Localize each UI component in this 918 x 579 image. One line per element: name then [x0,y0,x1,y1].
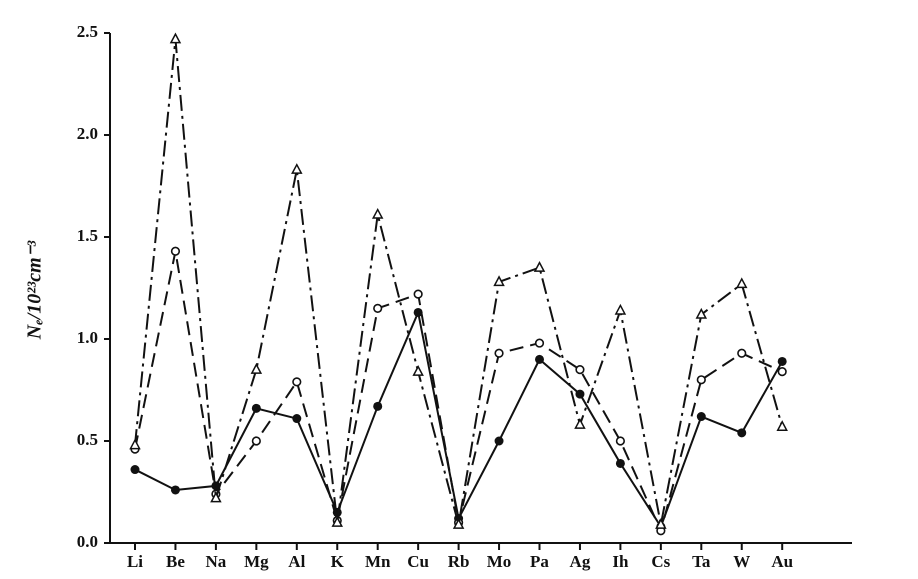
x-tick-label: Ta [692,552,711,571]
point [129,438,141,450]
point [169,32,182,44]
point [331,515,343,527]
point [250,362,263,374]
x-tick-label: Mn [365,552,391,571]
series-line [134,251,783,534]
point [130,465,140,475]
x-tick-label: Mo [487,552,512,571]
x-tick-label: Ag [570,552,591,571]
point [373,401,383,411]
x-tick-label: Al [288,552,305,571]
point [776,420,788,431]
point [736,277,748,289]
x-tick-label: Pa [530,552,549,571]
point [777,356,787,366]
point [696,412,706,422]
point [737,348,747,358]
x-tick-label: K [331,552,345,571]
point [371,207,384,219]
x-tick-label: Mg [244,552,269,571]
point [535,354,544,364]
point [251,403,261,413]
y-tick-label: 2.0 [77,124,98,143]
point [493,275,505,287]
y-axis-label: Nₑ/10²³cm⁻³ [24,240,46,341]
point [534,338,545,348]
y-tick-label: 0.0 [77,532,98,551]
point [413,289,423,299]
point [210,491,222,503]
point [695,307,708,319]
point [614,303,627,315]
x-tick-label: Ih [612,552,629,571]
point [737,428,747,438]
point [533,260,546,272]
point [291,163,303,174]
y-tick-label: 1.5 [77,226,98,245]
x-tick-label: Be [166,552,185,571]
point [615,458,625,468]
point [575,365,585,375]
x-tick-label: W [733,552,750,571]
y-tick-label: 2.5 [77,22,98,41]
point [655,518,667,529]
x-tick-label: Cu [407,552,429,571]
point [292,414,302,424]
point [615,436,626,446]
point [170,485,180,495]
x-tick-label: Cs [651,552,670,571]
series-line [134,309,784,529]
point [696,375,706,385]
point [373,303,383,314]
point [251,436,261,446]
point [494,348,504,358]
series-line [134,39,784,525]
x-tick-label: Na [206,552,227,571]
point [292,377,302,387]
x-tick-label: Li [127,552,143,571]
point [494,436,504,446]
point [413,307,423,317]
x-tick-label: Au [771,552,793,571]
y-tick-label: 1.0 [77,328,98,347]
y-tick-label: 0.5 [77,430,98,449]
point [574,418,586,429]
x-tick-label: Rb [448,552,470,571]
point [575,389,585,399]
point [777,367,787,377]
point [452,518,465,529]
point [412,365,424,376]
point [170,246,181,256]
